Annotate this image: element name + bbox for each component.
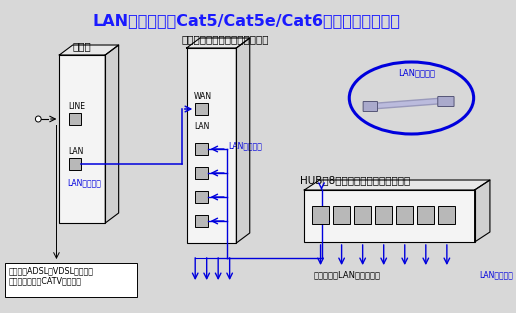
Bar	[312, 206, 329, 224]
Text: LANケーブル: LANケーブル	[398, 68, 435, 77]
Bar	[304, 190, 475, 242]
Text: HUB（8ポートスイッチングハブ）: HUB（8ポートスイッチングハブ）	[299, 175, 410, 185]
Text: モデム: モデム	[73, 41, 92, 51]
Bar	[69, 113, 82, 125]
Text: LANケーブル: LANケーブル	[479, 270, 513, 279]
Text: LANケーブル（Cat5/Cat5e/Cat6等）による接続例: LANケーブル（Cat5/Cat5e/Cat6等）による接続例	[93, 13, 401, 28]
Bar	[59, 55, 105, 223]
Text: 有線ルータ（又は無線ルータ）: 有線ルータ（又は無線ルータ）	[182, 34, 269, 44]
Bar	[195, 143, 207, 155]
Bar	[354, 206, 372, 224]
Polygon shape	[105, 45, 119, 223]
Bar	[187, 48, 236, 243]
Polygon shape	[236, 38, 250, 243]
Bar	[396, 206, 413, 224]
Bar	[417, 206, 434, 224]
Text: LANケーブル: LANケーブル	[229, 141, 263, 151]
Text: 端末機器やLAN装置を接続: 端末機器やLAN装置を接続	[314, 270, 381, 279]
Bar	[195, 215, 207, 227]
Bar	[333, 206, 350, 224]
FancyBboxPatch shape	[363, 101, 378, 111]
Polygon shape	[475, 180, 490, 242]
Text: 電話線（ADSL、VDSLの場合）
同軌ケーブル（CATVの場合）: 電話線（ADSL、VDSLの場合） 同軌ケーブル（CATVの場合）	[9, 266, 93, 285]
Text: LAN: LAN	[194, 122, 209, 131]
Circle shape	[36, 116, 41, 122]
Bar	[195, 167, 207, 179]
FancyBboxPatch shape	[438, 96, 454, 106]
Polygon shape	[187, 38, 250, 48]
Bar	[195, 191, 207, 203]
Text: LANケーブル: LANケーブル	[67, 178, 101, 187]
Bar	[438, 206, 456, 224]
Ellipse shape	[349, 62, 474, 134]
Text: LAN: LAN	[68, 147, 83, 156]
Bar	[69, 158, 82, 170]
Bar	[375, 206, 392, 224]
Polygon shape	[304, 180, 490, 190]
Text: WAN: WAN	[194, 92, 213, 101]
Polygon shape	[59, 45, 119, 55]
Text: LINE: LINE	[68, 102, 85, 111]
Bar	[5, 263, 137, 297]
Bar	[195, 103, 207, 115]
